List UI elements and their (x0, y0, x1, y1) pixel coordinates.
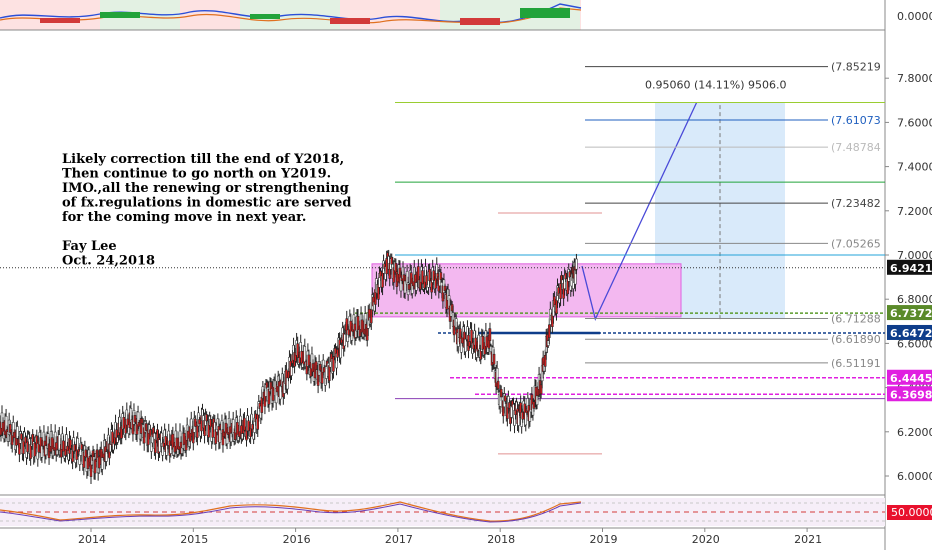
analysis-zones: 0.95060 (14.11%) 9506.0 (371, 79, 787, 322)
fib-level-label: (6.51191 (831, 357, 881, 370)
y-tick-label: 7.00000 (897, 249, 932, 262)
y-tick-label: 6.60000 (897, 337, 932, 350)
x-tick-label: 2016 (283, 533, 311, 546)
candle-body (58, 434, 61, 451)
candle-body (307, 354, 311, 366)
candle-body (539, 384, 543, 395)
level-tag-value: 6.44455 (890, 372, 932, 385)
y-tick-label: 7.60000 (897, 116, 932, 129)
top-indicator-value: 0.0000 (897, 10, 932, 23)
candle-body (44, 445, 48, 456)
level-tag-value: 6.73727 (890, 307, 932, 320)
x-tick-label: 2021 (794, 533, 822, 546)
candle-body (229, 433, 233, 443)
price-axis: 6.000006.200006.400006.600006.800007.000… (885, 72, 932, 483)
rsi-pane: 50.0000 (0, 498, 932, 526)
level-tag (887, 386, 932, 402)
candle-body (575, 258, 578, 270)
annotation-line: for the coming move in next year. (62, 210, 306, 225)
candle-body (303, 346, 307, 362)
last-price-tag (887, 259, 932, 275)
annotation-line: IMO.,all the renewing or strengthening (62, 181, 349, 196)
candle-body (290, 366, 293, 376)
level-tag (887, 324, 932, 340)
fib-level-label: (7.85219 (831, 61, 881, 74)
y-tick-label: 7.80000 (897, 72, 932, 85)
candle-body (443, 285, 447, 291)
fibonacci-levels: (7.85219 (7.61073 (7.48784 (7.23482 (7.05265… (0, 61, 885, 455)
candle-body (69, 439, 72, 449)
level-tag-value: 6.64722 (890, 327, 932, 340)
candle-body (279, 385, 282, 400)
projected-path (581, 102, 698, 322)
candle-body (496, 380, 500, 390)
fib-level-label: (7.48784 (831, 141, 881, 154)
x-tick-label: 2015 (180, 533, 208, 546)
x-tick-label: 2017 (385, 533, 413, 546)
fib-level-label: (7.61073 (831, 114, 881, 127)
candle-body (243, 417, 246, 431)
candle-body (428, 269, 431, 282)
candle-body (33, 442, 36, 457)
rsi-value: 50.0000 (891, 506, 932, 519)
fib-level-label: (6.71288 (831, 312, 881, 325)
y-tick-label: 6.80000 (897, 293, 932, 306)
price-tags: 6.94214 6.73727 6.64722 6.44455 6.36988 (887, 259, 932, 402)
y-tick-label: 7.40000 (897, 161, 932, 174)
annotation-line: Oct. 24,2018 (62, 254, 155, 269)
candle-body (343, 334, 346, 347)
top-indicator-pane (0, 0, 885, 31)
candle-body (8, 424, 12, 433)
y-tick-label: 7.20000 (897, 205, 932, 218)
candle-body (385, 258, 388, 275)
level-tag-value: 6.36988 (890, 388, 932, 401)
x-tick-label: 2018 (487, 533, 515, 546)
projection-label: 0.95060 (14.11%) 9506.0 (645, 79, 787, 92)
fib-level-label: (6.61890 (831, 333, 881, 346)
x-tick-label: 2014 (78, 533, 106, 546)
y-tick-label: 6.00000 (897, 470, 932, 483)
candle-body (492, 353, 496, 365)
candle-body (105, 451, 108, 462)
annotation-line: of fx.regulations in domestic are served (62, 196, 351, 211)
candle-body (332, 356, 335, 372)
candle-body (218, 429, 222, 443)
annotation-line: Likely correction till the end of Y2018, (62, 152, 344, 167)
candle-body (439, 272, 443, 280)
candle-body (339, 344, 342, 359)
fib-level-label: (7.05265 (831, 237, 881, 250)
y-tick-label: 6.20000 (897, 426, 932, 439)
x-tick-label: 2020 (692, 533, 720, 546)
x-tick-label: 2019 (590, 533, 618, 546)
annotation-text: Likely correction till the end of Y2018,… (62, 152, 351, 269)
candle-body (488, 328, 492, 341)
price-candles (0, 249, 578, 484)
level-tag (887, 305, 932, 321)
annotation-line: Fay Lee (62, 239, 117, 254)
last-price-value: 6.94214 (890, 262, 932, 275)
candle-body (16, 426, 19, 439)
candle-body (93, 459, 97, 474)
candle-body (543, 354, 547, 367)
time-axis: 2014 2015 2016 2017 2018 2019 2020 2021 (78, 528, 822, 546)
fib-level-label: (7.23482 (831, 197, 881, 210)
level-tag (887, 369, 932, 385)
annotation-line: Then continue to go north on Y2019. (62, 167, 331, 182)
